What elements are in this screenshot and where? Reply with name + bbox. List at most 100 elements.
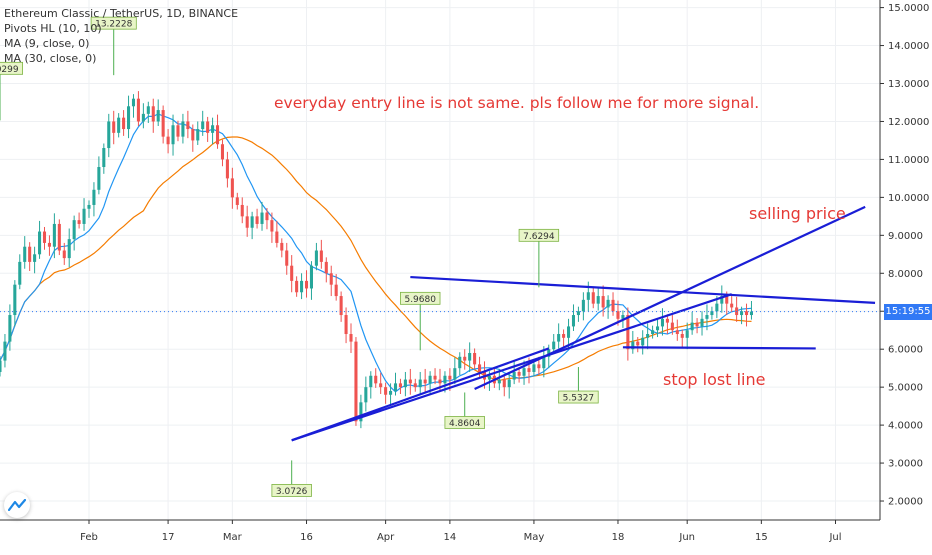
pivot-label: 7.6294 bbox=[523, 232, 555, 242]
candle-body bbox=[191, 129, 195, 141]
cloud-icon bbox=[8, 499, 26, 511]
candle-body bbox=[725, 296, 729, 304]
candle-body bbox=[507, 379, 511, 388]
candle-body bbox=[705, 315, 709, 319]
trendline bbox=[622, 346, 816, 350]
candle-body bbox=[285, 250, 289, 266]
candle-body bbox=[468, 352, 472, 361]
candle-body bbox=[146, 106, 150, 114]
candle-body bbox=[245, 216, 249, 228]
candle-body bbox=[117, 117, 121, 133]
candle-body bbox=[680, 334, 684, 338]
candle-body bbox=[309, 265, 313, 289]
candle-body bbox=[151, 106, 155, 122]
chart-legend: Ethereum Classic / TetherUS, 1D, BINANCE… bbox=[4, 6, 238, 66]
candle-body bbox=[127, 106, 131, 130]
ma30-line bbox=[0, 136, 752, 382]
candle-body bbox=[270, 220, 274, 232]
candle-body bbox=[636, 341, 640, 346]
candle-body bbox=[374, 375, 378, 384]
candle-body bbox=[478, 364, 482, 372]
candle-body bbox=[379, 383, 383, 388]
candle-body bbox=[166, 136, 170, 145]
x-tick-label: May bbox=[524, 532, 545, 543]
pivot-label-box bbox=[558, 390, 599, 404]
candle-body bbox=[581, 299, 585, 312]
y-tick-label: 4.0000 bbox=[888, 421, 923, 432]
pivot-label-box bbox=[518, 228, 560, 242]
candle-body bbox=[586, 292, 590, 300]
candle-body bbox=[369, 375, 373, 388]
candle-body bbox=[576, 311, 580, 316]
x-tick-label: 14 bbox=[444, 532, 457, 543]
candle-body bbox=[384, 387, 388, 395]
candle-body bbox=[685, 330, 689, 338]
candle-body bbox=[92, 189, 96, 205]
candle-body bbox=[537, 364, 541, 369]
candle-body bbox=[141, 113, 145, 122]
x-tick-label: 16 bbox=[300, 532, 313, 543]
stop-lost-text: stop lost line bbox=[663, 370, 766, 389]
gridlines bbox=[0, 0, 880, 520]
candle-body bbox=[290, 265, 294, 281]
candle-body bbox=[186, 121, 190, 130]
candle-body bbox=[211, 125, 215, 133]
y-tick-label: 2.0000 bbox=[888, 497, 923, 508]
y-tick-label: 11.0000 bbox=[888, 155, 929, 166]
candle-body bbox=[23, 246, 27, 262]
y-tick-label: 10.0000 bbox=[888, 193, 929, 204]
pivot-label-box bbox=[90, 16, 137, 30]
pivot-label: 13.2228 bbox=[95, 20, 132, 30]
candle-body bbox=[57, 223, 61, 251]
candle-body bbox=[497, 379, 501, 384]
tradingview-logo-icon[interactable] bbox=[4, 492, 30, 518]
candle-body bbox=[562, 334, 566, 338]
candle-body bbox=[52, 223, 56, 247]
pivot-label: 5.9680 bbox=[404, 295, 436, 305]
candle-body bbox=[171, 125, 175, 145]
candle-body bbox=[473, 352, 477, 365]
candles bbox=[0, 91, 753, 429]
candle-body bbox=[136, 98, 140, 122]
candle-body bbox=[3, 341, 7, 361]
candle-body bbox=[512, 371, 516, 380]
candle-body bbox=[359, 402, 363, 422]
trendlines bbox=[291, 205, 876, 442]
candle-body bbox=[542, 356, 546, 369]
candle-body bbox=[275, 231, 279, 243]
candle-body bbox=[250, 216, 254, 228]
candle-body bbox=[112, 121, 116, 133]
legend-ma9: MA (9, close, 0) bbox=[4, 37, 90, 50]
y-tick-label: 14.0000 bbox=[888, 41, 929, 52]
candle-body bbox=[720, 296, 724, 304]
candle-body bbox=[532, 364, 536, 372]
candle-body bbox=[601, 296, 605, 308]
candle-body bbox=[300, 280, 304, 293]
y-tick-label: 5.0000 bbox=[888, 383, 923, 394]
candle-body bbox=[567, 326, 571, 338]
candle-body bbox=[102, 148, 106, 168]
trendline bbox=[474, 205, 866, 391]
y-tick-label: 12.0000 bbox=[888, 117, 929, 128]
pivot-label: 12.0299 bbox=[0, 65, 19, 75]
candle-body bbox=[557, 334, 561, 342]
pivot-label: 5.5327 bbox=[563, 394, 595, 404]
candle-body bbox=[156, 110, 160, 122]
candle-body bbox=[547, 349, 551, 357]
candle-body bbox=[606, 299, 610, 308]
candle-body bbox=[225, 159, 229, 179]
candle-body bbox=[458, 356, 462, 369]
candle-body bbox=[463, 356, 467, 361]
candle-body bbox=[33, 254, 37, 262]
candle-body bbox=[700, 318, 704, 327]
candle-body bbox=[77, 220, 81, 224]
candle-body bbox=[631, 341, 635, 350]
candle-body bbox=[448, 375, 452, 380]
current-price-time-tag: 15:19:55 bbox=[884, 303, 932, 320]
candle-body bbox=[517, 371, 521, 376]
x-tick-label: Feb bbox=[80, 532, 98, 543]
x-tick-label: Mar bbox=[223, 532, 243, 543]
candle-body bbox=[443, 375, 447, 384]
